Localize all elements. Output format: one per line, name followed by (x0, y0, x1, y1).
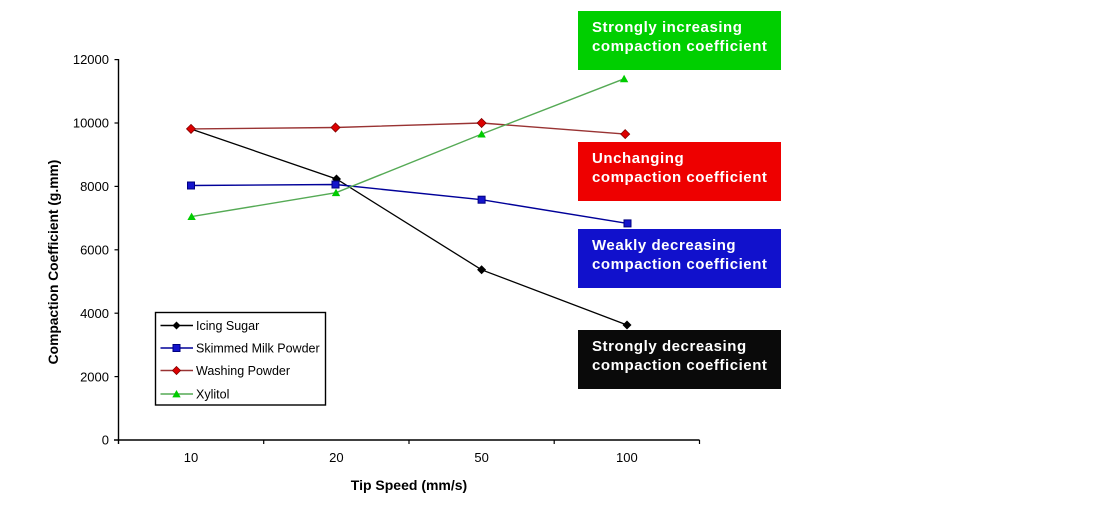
svg-text:Tip Speed (mm/s): Tip Speed (mm/s) (351, 477, 467, 493)
svg-text:8000: 8000 (80, 179, 109, 194)
svg-text:2000: 2000 (80, 370, 109, 385)
svg-text:0: 0 (102, 433, 109, 448)
svg-text:12000: 12000 (73, 52, 109, 67)
svg-text:4000: 4000 (80, 306, 109, 321)
svg-text:50: 50 (474, 450, 488, 465)
svg-text:20: 20 (329, 450, 343, 465)
svg-text:Xylitol: Xylitol (196, 388, 229, 402)
svg-text:100: 100 (616, 450, 638, 465)
svg-text:6000: 6000 (80, 243, 109, 258)
svg-text:Icing Sugar: Icing Sugar (196, 319, 259, 333)
svg-text:10: 10 (184, 450, 198, 465)
svg-text:Washing Powder: Washing Powder (196, 364, 290, 378)
svg-text:10000: 10000 (73, 116, 109, 131)
svg-text:Skimmed Milk Powder: Skimmed Milk Powder (196, 342, 320, 356)
svg-text:Compaction Coefficient (g.mm): Compaction Coefficient (g.mm) (46, 160, 61, 365)
